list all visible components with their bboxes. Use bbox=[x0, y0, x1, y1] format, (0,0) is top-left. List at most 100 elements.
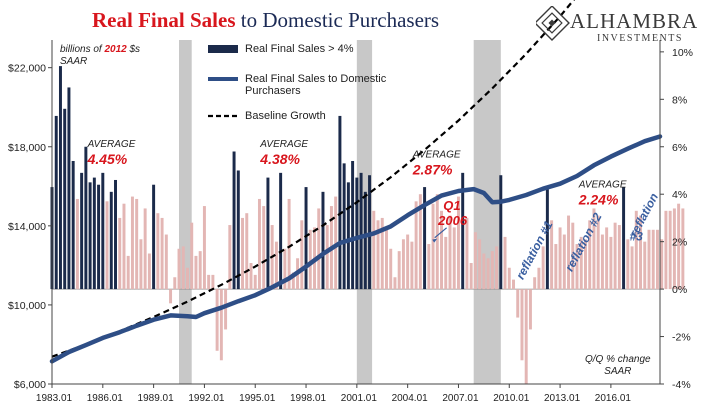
bar-growth bbox=[588, 220, 592, 290]
bar-above-4pct bbox=[67, 87, 71, 290]
bar-growth bbox=[262, 206, 266, 290]
logo-sub: INVESTMENTS bbox=[597, 33, 683, 44]
bar-growth bbox=[528, 289, 532, 330]
baseline-growth-line bbox=[51, 0, 576, 358]
left-tick-label: $14,000 bbox=[8, 221, 46, 233]
average-label: AVERAGE bbox=[87, 139, 136, 150]
bar-growth bbox=[139, 239, 143, 290]
bar-above-4pct bbox=[84, 146, 88, 290]
bar-growth bbox=[105, 201, 109, 290]
bar-above-4pct bbox=[499, 175, 503, 290]
bar-growth bbox=[596, 215, 600, 290]
bar-above-4pct bbox=[363, 191, 367, 290]
right-tick-label: 4% bbox=[672, 189, 687, 201]
bar-growth bbox=[418, 194, 422, 290]
left-tick-label: $18,000 bbox=[8, 142, 46, 154]
bar-growth bbox=[207, 274, 211, 290]
bar-growth bbox=[190, 222, 194, 290]
bar-growth bbox=[219, 289, 223, 361]
reflation-1-label: reflation #1 bbox=[513, 218, 556, 281]
legend-item-bars: Real Final Sales > 4% bbox=[208, 43, 408, 57]
x-tick-label: 1992.01 bbox=[188, 393, 225, 404]
bar-growth bbox=[325, 225, 329, 290]
right-tick-label: -2% bbox=[672, 332, 691, 344]
bar-growth bbox=[567, 215, 571, 290]
x-tick-label: 1989.01 bbox=[138, 393, 175, 404]
left-tick-label: $6,000 bbox=[14, 379, 46, 391]
bar-growth bbox=[456, 196, 460, 290]
bar-above-4pct bbox=[114, 179, 117, 290]
bar-growth bbox=[241, 217, 245, 290]
average-value: 2.87% bbox=[412, 162, 453, 178]
average-label: AVERAGE bbox=[578, 179, 627, 190]
bar-above-4pct bbox=[109, 191, 113, 290]
bar-growth bbox=[406, 234, 410, 290]
bar-growth bbox=[444, 236, 448, 290]
bar-growth bbox=[554, 244, 558, 290]
bar-growth bbox=[143, 208, 147, 290]
unit-year: 2012 bbox=[104, 44, 127, 55]
bar-growth bbox=[584, 239, 587, 290]
bar-above-4pct bbox=[338, 115, 342, 290]
average-value: 4.38% bbox=[259, 151, 300, 167]
legend-item-level: Real Final Sales to Domestic Purchasers bbox=[208, 73, 408, 99]
bar-growth bbox=[520, 289, 524, 361]
bar-growth bbox=[495, 246, 499, 290]
x-tick-label: 1998.01 bbox=[290, 393, 327, 404]
bar-growth bbox=[579, 236, 583, 290]
bar-growth bbox=[317, 208, 321, 290]
right-tick-label: 10% bbox=[672, 47, 693, 59]
bar-growth bbox=[211, 274, 215, 290]
bar-growth bbox=[130, 196, 134, 290]
legend-label: Real Final Sales > 4% bbox=[245, 43, 354, 55]
unit-line2: SAAR bbox=[60, 56, 88, 67]
bar-growth bbox=[626, 239, 630, 290]
axes: $6,000 $10,000 $14,000 $18,000 $22,000 -4% -2%… bbox=[8, 40, 693, 404]
bar-growth bbox=[634, 210, 638, 290]
bar-growth bbox=[609, 236, 613, 290]
bar-above-4pct bbox=[279, 172, 283, 290]
bar-growth bbox=[202, 206, 206, 290]
bar-above-4pct bbox=[71, 160, 75, 290]
bar-growth bbox=[410, 241, 414, 290]
bar-growth bbox=[291, 272, 295, 290]
legend-bar-swatch bbox=[208, 45, 238, 53]
bar-growth bbox=[605, 227, 609, 290]
bar-above-4pct bbox=[545, 189, 549, 290]
bar-growth bbox=[401, 239, 405, 290]
bar-growth bbox=[198, 251, 202, 290]
bar-growth bbox=[630, 246, 634, 290]
x-tick-label: 2001.01 bbox=[341, 393, 378, 404]
recession-shading bbox=[179, 40, 501, 384]
bar-growth bbox=[126, 255, 130, 290]
bar-growth bbox=[287, 198, 291, 290]
bar-above-4pct bbox=[63, 108, 67, 290]
bar-growth bbox=[486, 258, 490, 290]
bar-growth bbox=[507, 267, 511, 290]
right-tick-label: 0% bbox=[672, 284, 687, 296]
bar-growth bbox=[524, 289, 528, 384]
bar-growth bbox=[122, 203, 126, 290]
bar-above-4pct bbox=[346, 182, 350, 290]
bar-above-4pct bbox=[58, 66, 62, 290]
recession-band bbox=[473, 40, 501, 384]
bar-growth bbox=[414, 201, 418, 290]
bar-growth bbox=[660, 239, 664, 290]
bar-growth bbox=[334, 196, 338, 290]
title-part2: to Domestic Purchasers bbox=[235, 8, 440, 32]
callout-q1-year: 2006 bbox=[437, 213, 468, 228]
bar-growth bbox=[465, 217, 469, 290]
average-value: 2.24% bbox=[578, 191, 619, 207]
bar-growth bbox=[300, 220, 304, 290]
bar-growth bbox=[639, 215, 643, 290]
bar-growth bbox=[173, 277, 177, 290]
bar-above-4pct bbox=[342, 163, 346, 290]
bar-growth bbox=[469, 263, 473, 290]
bar-growth bbox=[516, 289, 520, 318]
bar-growth bbox=[169, 289, 173, 304]
reflation-3-number: #3 bbox=[630, 230, 644, 244]
average-label: AVERAGE bbox=[412, 150, 461, 161]
bar-growth bbox=[308, 229, 312, 290]
bar-growth bbox=[160, 217, 164, 290]
